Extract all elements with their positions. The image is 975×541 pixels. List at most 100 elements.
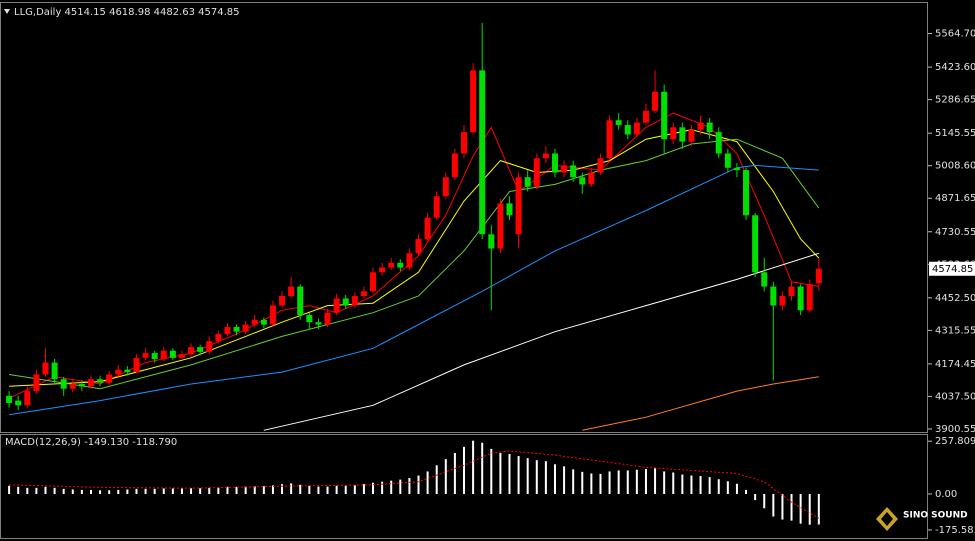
candle-body [570, 165, 577, 178]
candle-body [733, 167, 740, 171]
candle-body [115, 369, 122, 375]
candle-body [197, 347, 204, 352]
candle-body [142, 353, 149, 358]
macd-bar [535, 460, 538, 494]
candle-body [269, 305, 276, 325]
candle-body [642, 110, 649, 123]
macd-bar [381, 481, 384, 494]
macd-bar [126, 489, 129, 494]
candle-body [797, 286, 804, 311]
candle-body [351, 296, 358, 306]
candle-body [743, 170, 750, 216]
candle-body [652, 91, 659, 111]
macd-bar [362, 484, 365, 494]
candle-body [333, 298, 340, 313]
macd-bar [553, 464, 556, 494]
macd-bar [353, 485, 356, 494]
macd-bar [563, 466, 566, 494]
macd-bar [390, 480, 393, 494]
macd-bar [790, 493, 793, 521]
macd-bar [89, 489, 92, 494]
candle-body [360, 291, 367, 297]
macd-bar [799, 493, 802, 524]
macd-bar [472, 440, 475, 494]
candle-body [406, 253, 413, 268]
macd-bar [35, 487, 38, 494]
candle-body [379, 267, 386, 273]
candle-body [624, 124, 631, 135]
macd-bar [544, 461, 547, 494]
macd-bar [26, 487, 29, 494]
y-tick-label: 4871.65 [935, 193, 975, 204]
candle-body [97, 379, 104, 383]
candle-body [479, 70, 486, 235]
macd-bar [590, 473, 593, 494]
candle-body [415, 239, 422, 254]
y-tick-label: 5145.55 [935, 128, 975, 139]
candle-body [342, 298, 349, 306]
candle-body [606, 120, 613, 159]
macd-bar [654, 467, 657, 494]
candle-body [670, 127, 677, 140]
candle-body [488, 234, 495, 249]
macd-bar [208, 487, 211, 494]
macd-bar [99, 490, 102, 494]
candle-body [788, 286, 795, 297]
candle-body [260, 319, 267, 325]
macd-bar [180, 488, 183, 494]
y-tick-label: 257.809 [935, 436, 975, 447]
macd-bar [526, 458, 529, 494]
macd-bar [754, 493, 757, 501]
macd-bar [581, 471, 584, 494]
macd-bar [399, 479, 402, 494]
macd-bar [444, 459, 447, 494]
macd-bar [117, 489, 120, 494]
logo: SINO SOUND [876, 507, 968, 531]
candle-body [251, 319, 258, 325]
y-tick-label: 4174.45 [935, 359, 975, 370]
candle-body [242, 324, 249, 332]
candle-body [424, 217, 431, 240]
candle-body [42, 362, 49, 375]
candle-body [78, 383, 85, 387]
macd-bar [681, 474, 684, 494]
macd-bar [463, 446, 465, 494]
candle-body [697, 122, 704, 130]
candle-body [370, 272, 377, 292]
candle-body [324, 312, 331, 325]
candle-body [433, 196, 440, 218]
macd-bar [317, 486, 320, 494]
macd-bar [235, 486, 238, 494]
macd-pane-frame [0, 434, 928, 539]
macd-bar [290, 483, 293, 494]
candle-body [15, 400, 22, 406]
macd-bar [690, 475, 693, 494]
candle-body [151, 353, 158, 360]
macd-bar [572, 469, 575, 494]
price-label: 4574.85 [932, 264, 973, 275]
macd-bar [481, 442, 484, 494]
macd-bar [190, 488, 193, 494]
macd-bar [417, 475, 420, 494]
macd-bar [53, 487, 56, 494]
y-tick-label: 3900.55 [935, 424, 975, 435]
macd-bar [608, 471, 611, 494]
candle-body [515, 177, 522, 235]
candle-body [752, 215, 759, 273]
macd-bar [626, 470, 629, 494]
candle-body [24, 391, 31, 406]
candle-body [497, 203, 504, 249]
macd-bar [763, 493, 766, 509]
menu-arrow [4, 9, 10, 14]
candle-body [451, 153, 458, 178]
macd-bar [499, 453, 502, 494]
candle-body [288, 286, 295, 297]
macd-bar [708, 477, 711, 494]
indicator-line [263, 252, 819, 431]
candle-body [679, 127, 686, 142]
candle-body [87, 379, 94, 387]
candle-body [206, 341, 213, 352]
macd-bar [199, 488, 202, 494]
candle-body [561, 165, 568, 173]
